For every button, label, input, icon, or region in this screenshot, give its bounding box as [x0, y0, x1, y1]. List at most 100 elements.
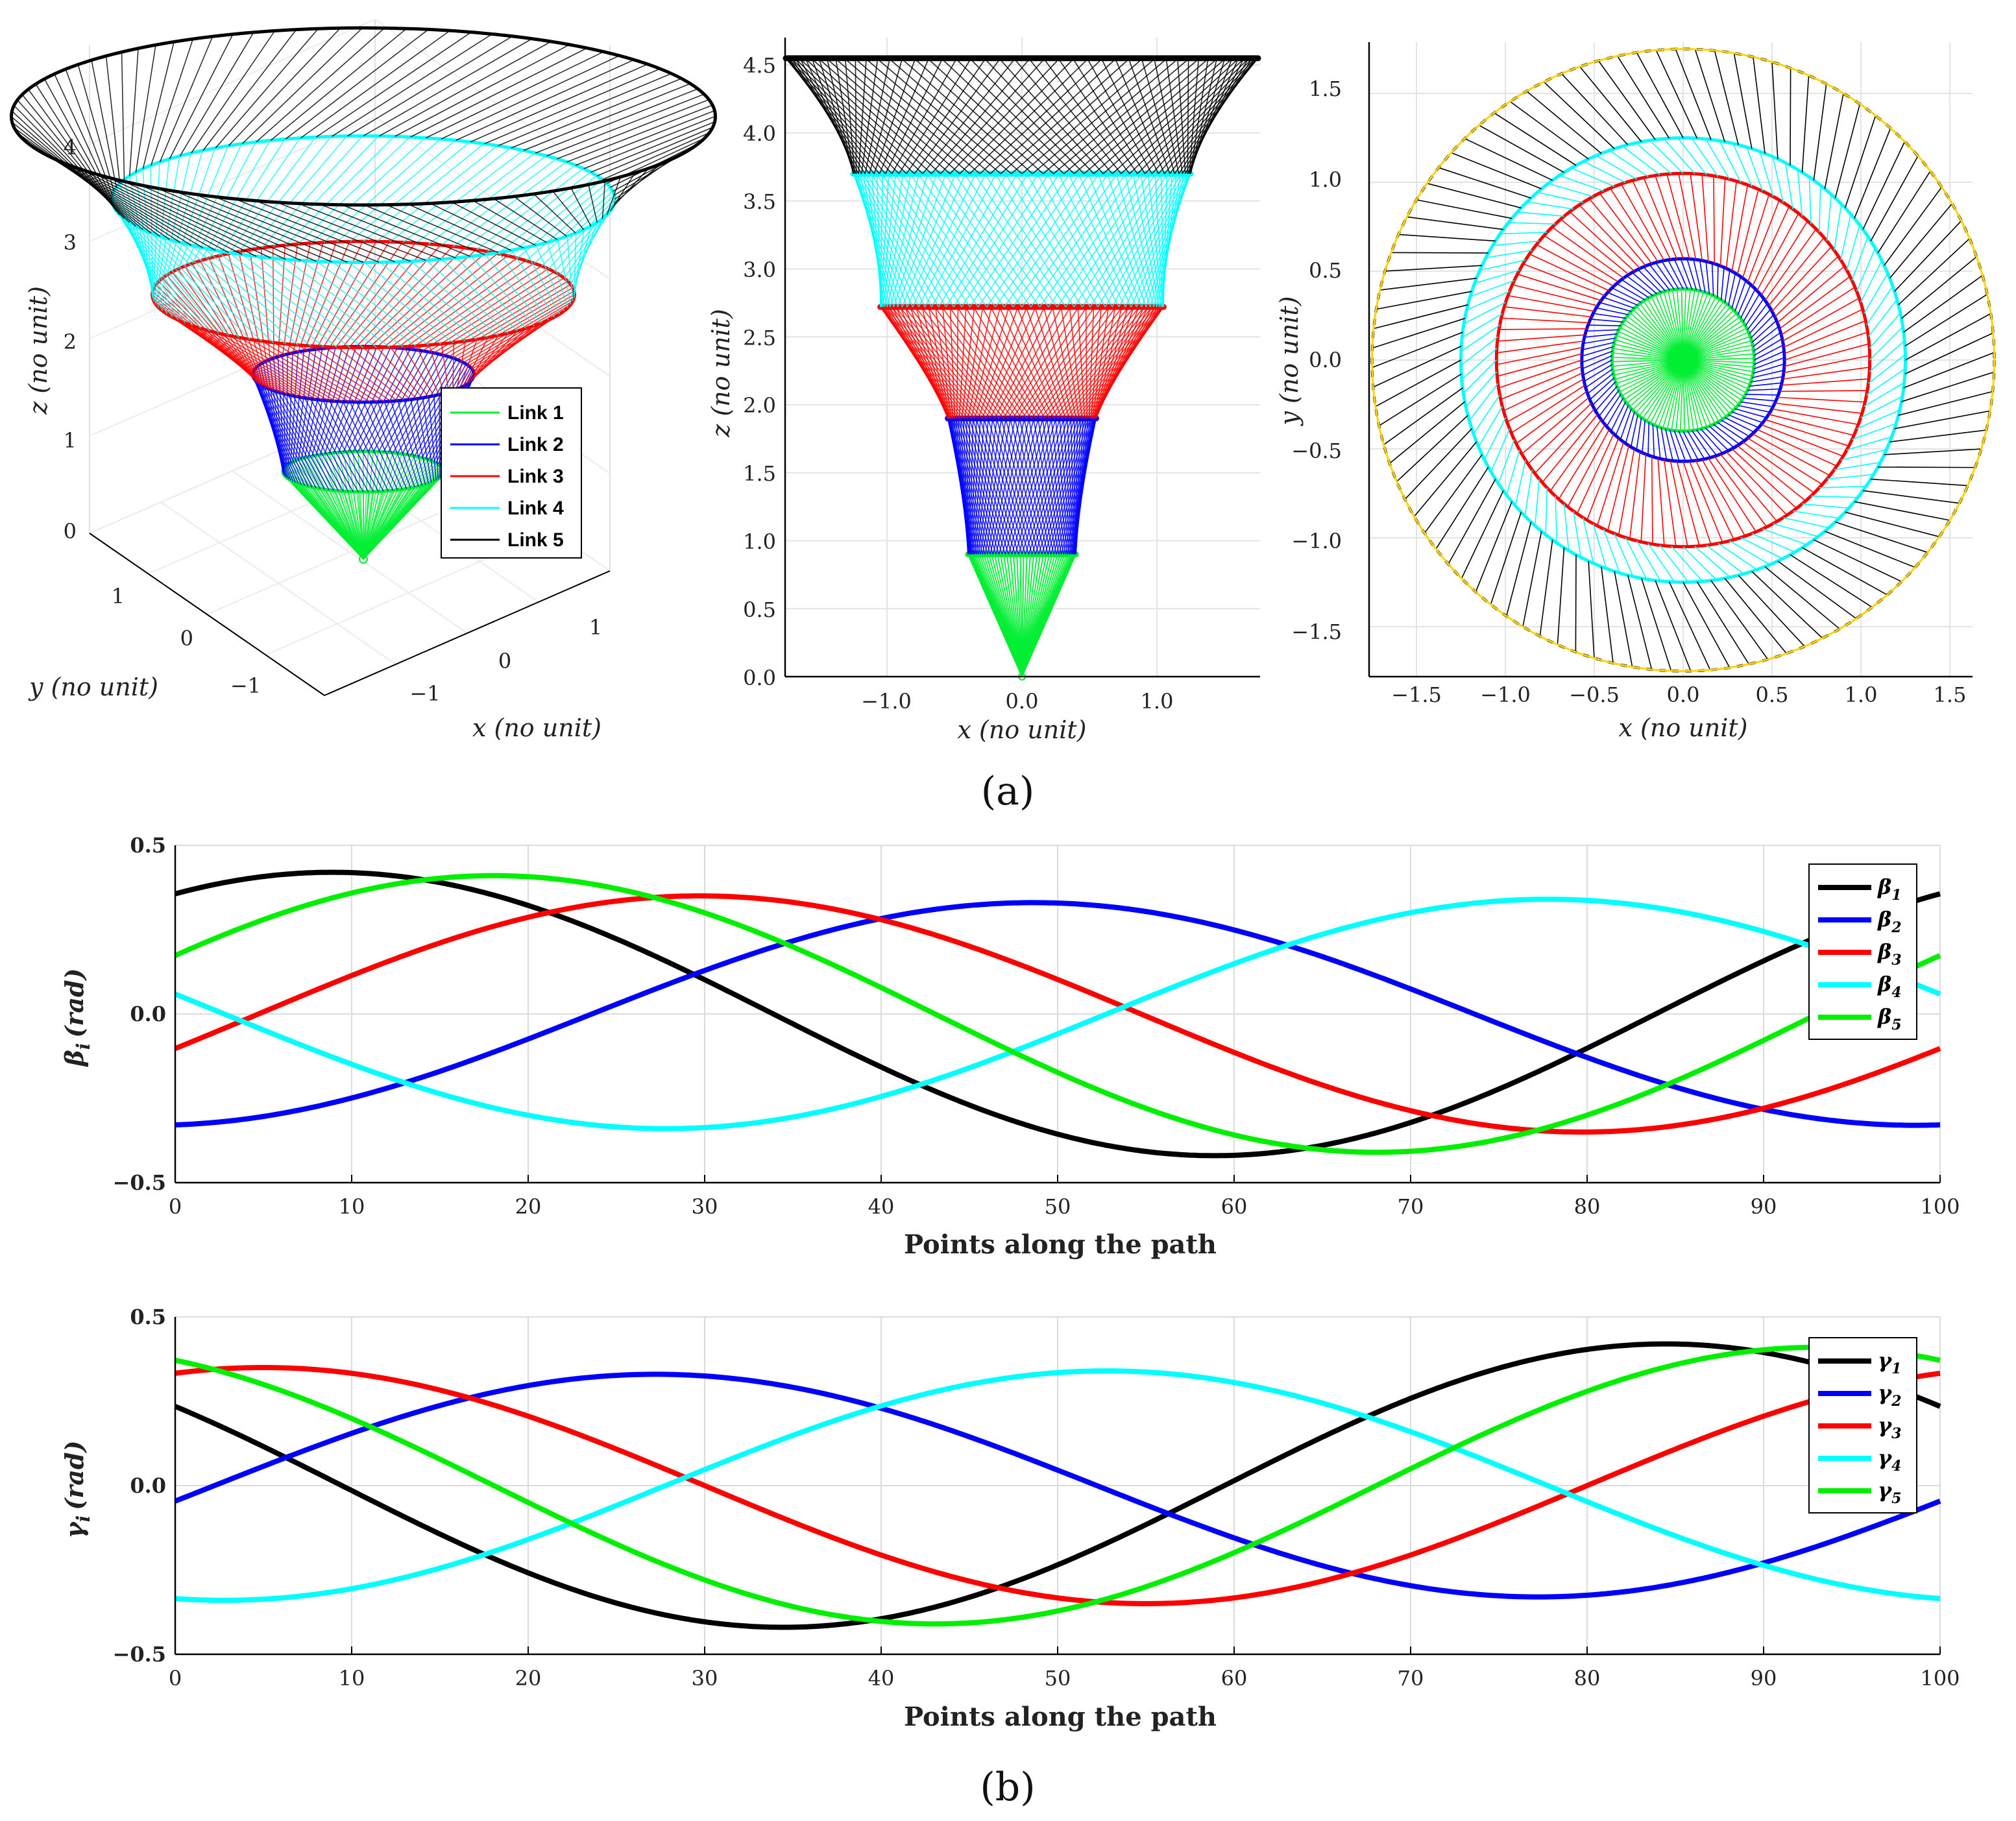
- xy-link-line: [1583, 359, 1612, 376]
- xz-link-line: [917, 173, 1014, 308]
- xz-link-line: [1034, 306, 1070, 419]
- legend-label-sub: 5: [1891, 1490, 1901, 1507]
- xy-y-tick: 1.5: [1309, 77, 1342, 101]
- xy-link-line: [1777, 265, 1845, 324]
- xz-link-line: [826, 58, 854, 175]
- xz-z-tick: 1.0: [743, 529, 776, 554]
- xy-link-line: [1670, 460, 1688, 547]
- xy-link-line: [1618, 448, 1635, 536]
- xz-link-line: [986, 306, 1036, 419]
- 3d-link-line: [426, 259, 509, 334]
- xy-link-line: [1638, 359, 1684, 416]
- xz-link-line: [901, 173, 996, 308]
- xz-link-line: [1019, 554, 1023, 677]
- 3d-link-line: [441, 55, 620, 139]
- xz-link-line: [972, 418, 985, 555]
- xy-link-line: [1774, 256, 1839, 318]
- 3d-link-line: [557, 239, 572, 305]
- 3d-link-line: [498, 175, 598, 254]
- xy-link-line: [1585, 368, 1613, 389]
- 3d-link-line: [228, 335, 343, 402]
- xz-link-line: [1043, 306, 1074, 419]
- panel-a-xz-view: −1.0 0.0 1.0 0.0 0.5 1.0 1.5 2.0 2.5 3.0…: [707, 38, 1261, 744]
- xz-link-line: [1132, 173, 1160, 308]
- xy-link-line: [1603, 529, 1620, 573]
- 3d-link-line: [158, 156, 180, 282]
- 3d-link-line: [433, 274, 560, 354]
- xy-link-line: [1475, 501, 1512, 592]
- 3d-link-line: [261, 135, 363, 248]
- xy-link-line: [1792, 510, 1840, 519]
- xy-link-line: [1777, 561, 1857, 620]
- 3d-link-line: [35, 84, 115, 208]
- legend-label: β1: [1877, 874, 1902, 904]
- xy-link-line: [1490, 428, 1511, 472]
- xy-link-line: [1771, 62, 1779, 160]
- xy-link-line: [1738, 575, 1805, 647]
- xy-link-line: [1658, 293, 1684, 361]
- xy-y-tick: −1.5: [1291, 620, 1342, 644]
- xy-link-line: [1682, 359, 1708, 428]
- xz-link-line: [1038, 418, 1082, 555]
- 3d-link-line: [328, 346, 370, 454]
- xy-link-line: [1655, 262, 1675, 290]
- 3d-link-line: [465, 164, 576, 248]
- xz-link-line: [1005, 173, 1091, 308]
- xz-link-line: [1008, 418, 1048, 555]
- y-tick-label: −0.5: [113, 1170, 166, 1195]
- 3d-link-line: [128, 48, 139, 176]
- 3d-link-line: [548, 199, 616, 270]
- xy-link-line: [1625, 537, 1647, 580]
- 3d-link-line: [456, 290, 575, 360]
- xy-x-tick: −1.5: [1391, 682, 1442, 707]
- xz-link-line: [1068, 173, 1132, 308]
- y-tick-label: 0.0: [130, 1473, 166, 1498]
- 3d-link-line: [162, 278, 256, 380]
- xy-link-line: [1640, 454, 1647, 542]
- 3d-link-line: [273, 357, 284, 470]
- xy-link-line: [1728, 414, 1759, 428]
- xz-link-line: [844, 58, 855, 174]
- xy-link-line: [1693, 259, 1702, 292]
- xy-link-line: [1543, 81, 1615, 149]
- xz-link-line: [1106, 173, 1151, 308]
- xy-link-line: [1659, 544, 1689, 583]
- xy-link-line: [1736, 189, 1759, 275]
- xy-link-line: [1499, 328, 1587, 330]
- legend-label: γ4: [1878, 1445, 1901, 1475]
- xz-link-line: [1026, 306, 1110, 419]
- xz-manipulator-plot: [783, 55, 1261, 681]
- xy-link-line: [1854, 501, 1950, 521]
- 3d-link-line: [241, 27, 363, 145]
- xy-link-line: [1878, 466, 1975, 468]
- xz-link-line: [876, 173, 962, 308]
- xz-link-line: [1115, 173, 1154, 308]
- xy-link-line: [1636, 540, 1662, 582]
- xy-link-line: [1474, 269, 1520, 284]
- xz-link-line: [1016, 306, 1063, 419]
- xy-link-line: [1680, 258, 1693, 290]
- xy-link-line: [1545, 487, 1548, 535]
- xz-link-line: [895, 306, 987, 419]
- 3d-link-line: [105, 56, 121, 184]
- xy-link-line: [1673, 430, 1686, 462]
- xy-link-line: [1508, 222, 1556, 225]
- xy-link-line: [1682, 359, 1731, 415]
- beta-axes: [174, 845, 1941, 1184]
- 3d-link-line: [535, 245, 565, 311]
- 3d-link-line: [350, 347, 411, 400]
- xy-link-line: [1751, 370, 1784, 379]
- xz-x-tick: 0.0: [1006, 689, 1039, 714]
- xz-link-line: [1000, 58, 1130, 175]
- xz-link-line: [1021, 173, 1118, 308]
- 3d-link-line: [304, 397, 359, 492]
- xz-link-line: [940, 58, 1045, 175]
- xy-link-line: [1490, 512, 1522, 605]
- xy-link-line: [1596, 442, 1624, 526]
- 3d-link-line: [218, 138, 301, 256]
- 3d-link-line: [428, 271, 555, 352]
- legend-label-symbol: γ: [1878, 1348, 1893, 1373]
- xy-link-line: [1731, 411, 1763, 424]
- xy-link-line: [1637, 269, 1662, 293]
- xy-link-line: [1663, 138, 1695, 175]
